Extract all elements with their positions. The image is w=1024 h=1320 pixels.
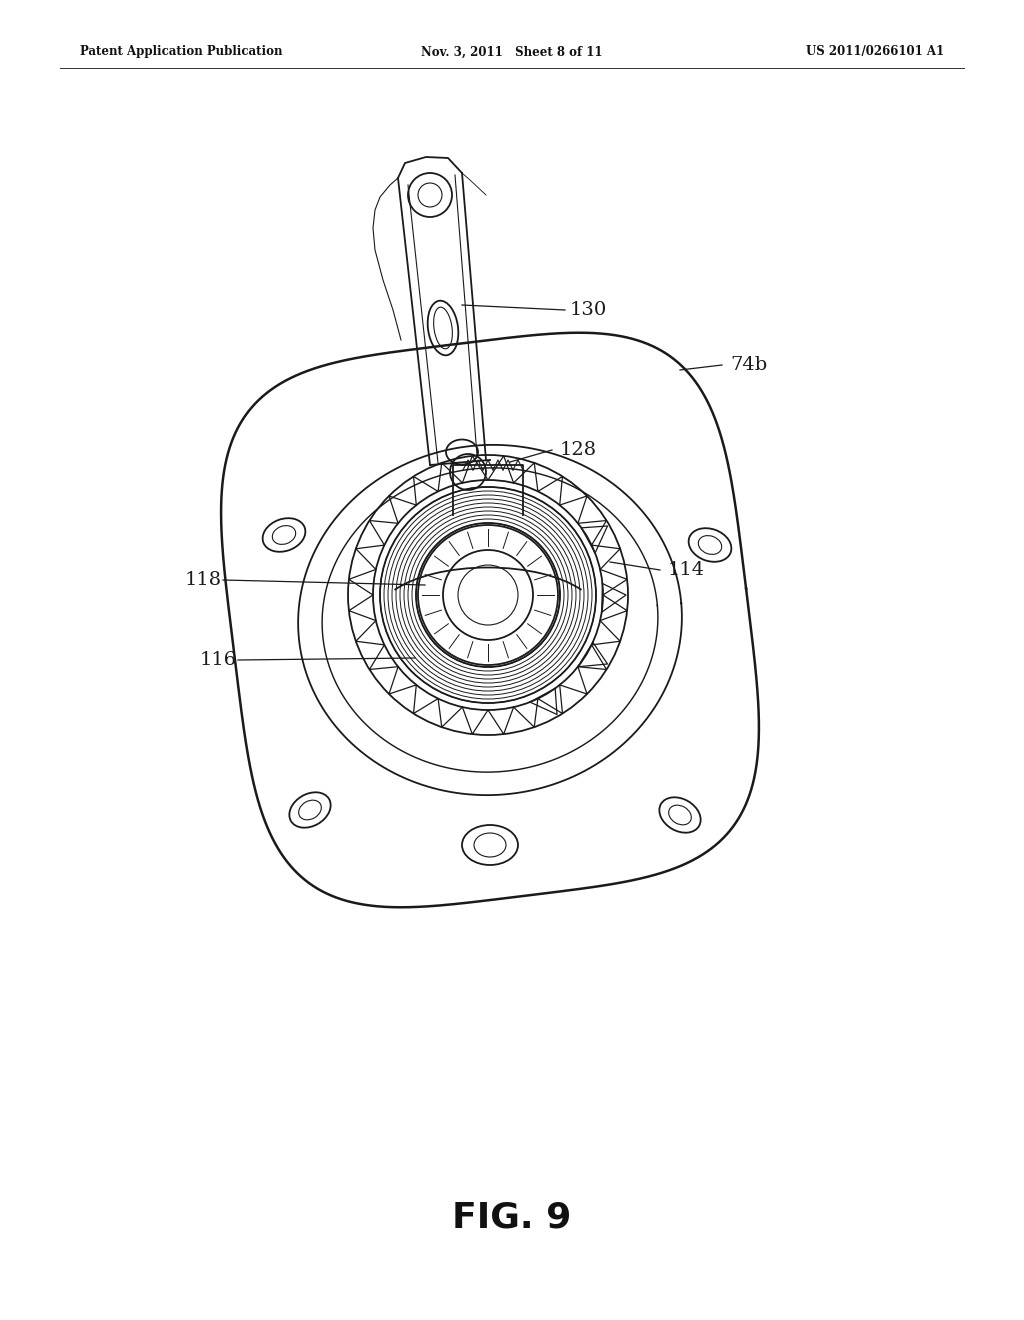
Text: 74b: 74b (730, 356, 767, 374)
Text: 118: 118 (185, 572, 222, 589)
Text: 130: 130 (570, 301, 607, 319)
Text: Patent Application Publication: Patent Application Publication (80, 45, 283, 58)
Text: 114: 114 (668, 561, 706, 579)
Text: US 2011/0266101 A1: US 2011/0266101 A1 (806, 45, 944, 58)
Text: Nov. 3, 2011   Sheet 8 of 11: Nov. 3, 2011 Sheet 8 of 11 (421, 45, 603, 58)
Text: 116: 116 (200, 651, 238, 669)
Text: 128: 128 (560, 441, 597, 459)
Text: FIG. 9: FIG. 9 (453, 1201, 571, 1236)
